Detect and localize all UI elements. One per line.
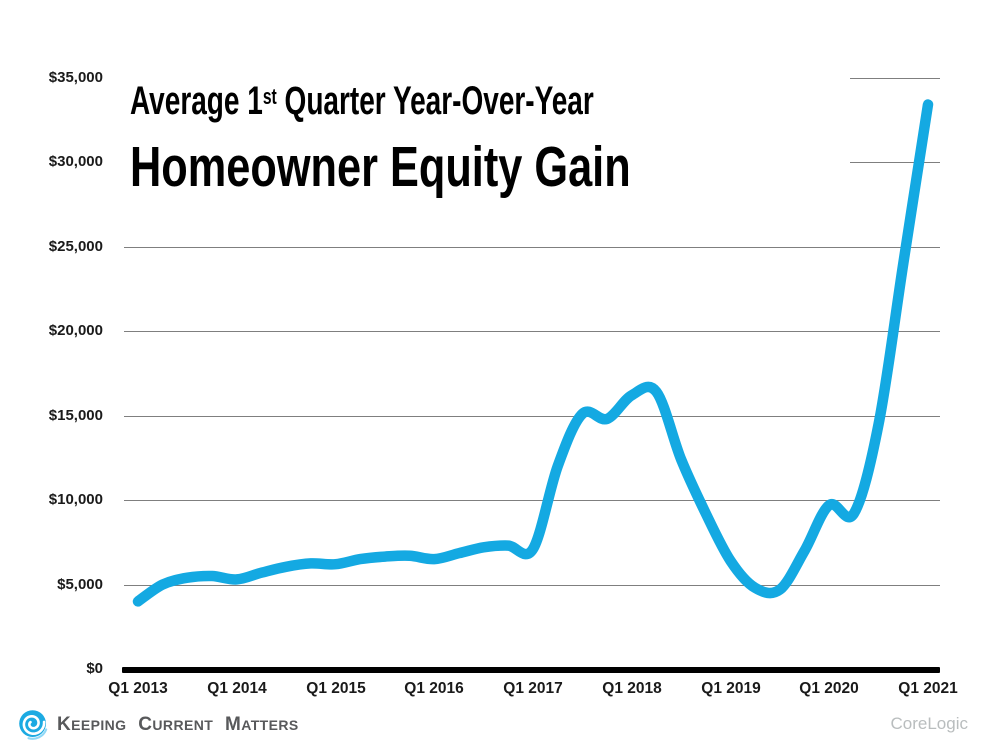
brand-initial: K [57,714,72,735]
brand-word-current: CURRENT [138,714,214,735]
y-tick-label: $30,000 [48,153,103,170]
title-line1-pre: Average 1 [130,79,263,123]
brand-rest: ATTERS [241,717,299,733]
chart-title-line1: Average 1st Quarter Year-Over-Year [130,79,594,123]
brand-rest: URRENT [152,717,214,733]
y-tick-label: $25,000 [48,238,103,255]
x-tick-label: Q1 2015 [306,680,366,697]
gridline-25000 [124,247,940,248]
x-tick-label: Q1 2014 [207,680,267,697]
y-tick-label: $10,000 [48,491,103,508]
y-tick-label: $35,000 [48,69,103,86]
x-tick-label: Q1 2021 [898,680,958,697]
x-tick-label: Q1 2020 [799,680,859,697]
chart-title-line2: Homeowner Equity Gain [130,135,631,199]
brand-initial: C [138,714,153,735]
title-ordinal-superscript: st [262,83,277,109]
x-tick-label: Q1 2019 [701,680,761,697]
y-tick-label: $15,000 [48,407,103,424]
kcm-logo-spiral [22,714,46,736]
kcm-logo-icon [19,710,48,740]
gridline-20000 [124,331,940,332]
kcm-logo-crescent [27,728,48,740]
brand-word-keeping: KEEPING [57,714,127,735]
brand-rest: EEPING [71,717,127,733]
x-tick-label: Q1 2017 [503,680,563,697]
y-tick-label: $0 [86,660,103,677]
brand-word-matters: MATTERS [225,714,299,735]
y-tick-label: $5,000 [57,576,103,593]
x-tick-label: Q1 2013 [108,680,168,697]
brand-wordmark: KEEPING CURRENT MATTERS [57,711,306,739]
x-tick-label: Q1 2018 [602,680,662,697]
brand-initial: M [225,714,242,735]
source-attribution: CoreLogic [890,714,969,733]
gridline-5000 [124,585,940,586]
gridline-10000 [124,500,940,501]
x-tick-label: Q1 2016 [404,680,464,697]
title-line1-post: Quarter Year-Over-Year [276,79,594,123]
gridline-15000 [124,416,940,417]
y-tick-label: $20,000 [48,322,103,339]
x-axis-line [122,667,940,673]
